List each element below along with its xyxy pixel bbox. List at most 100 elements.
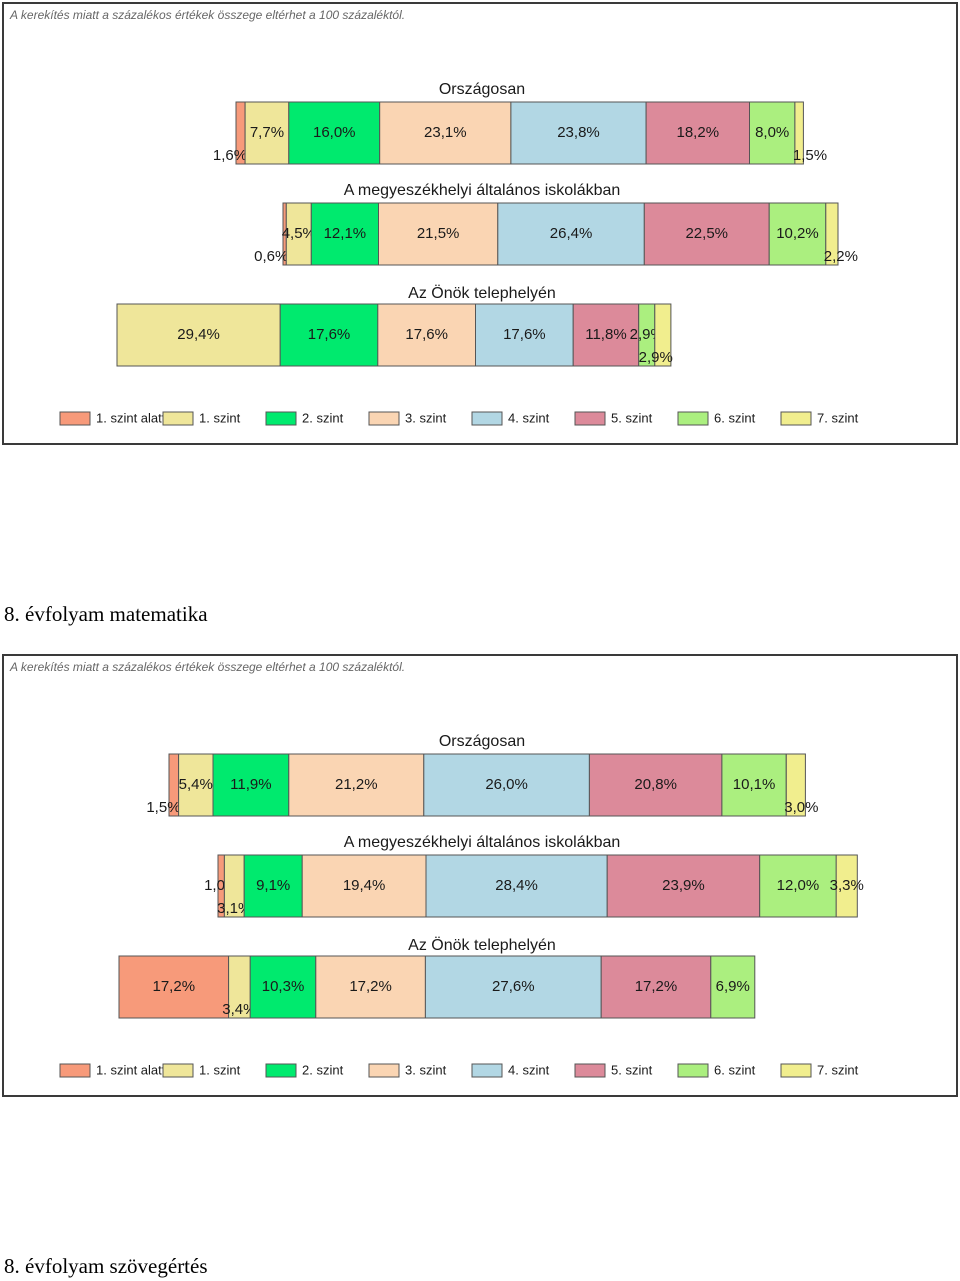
data-label: 7,7% [250, 124, 284, 141]
data-label: 6,9% [716, 978, 750, 995]
bar-segment [377, 303, 476, 367]
bar-segment [835, 854, 858, 918]
series-title: A megyeszékhelyi általános iskolákban [344, 834, 621, 851]
data-label: 28,4% [495, 877, 538, 894]
bar-segment [654, 303, 672, 367]
data-label: 10,3% [262, 978, 305, 995]
chart-panel-1: A kerekítés miatt a százalékos értékek ö… [2, 2, 958, 445]
chart-caption-1: 8. évfolyam matematika [4, 602, 208, 626]
data-label: 19,4% [343, 877, 386, 894]
data-label: 17,2% [635, 978, 678, 995]
data-label: 3,3% [830, 877, 864, 894]
bar-group: A megyeszékhelyi általános iskolákban1,0… [204, 834, 864, 918]
data-label: 17,2% [349, 978, 392, 995]
data-label: 1,5% [793, 147, 827, 164]
data-label: 12,1% [324, 225, 367, 242]
bar-segment [285, 202, 312, 266]
legend-swatch [59, 411, 91, 426]
data-label: 10,2% [776, 225, 819, 242]
bar-segment [118, 955, 230, 1019]
bar-segment [825, 202, 839, 266]
bar-segment [475, 303, 574, 367]
series-title: Az Önök telephelyén [408, 936, 556, 954]
data-label: 20,8% [634, 776, 677, 793]
data-label: 16,0% [313, 124, 356, 141]
data-label: 23,9% [662, 877, 705, 894]
data-label: 1,6% [213, 147, 247, 164]
data-label: 3,0% [784, 799, 818, 816]
legend-label: 3. szint [405, 410, 447, 425]
bar-group: Az Önök telephelyén 17,2% 3,4% 10,3% 17,2% 27… [118, 936, 756, 1019]
legend-label: 1. szint [199, 1062, 241, 1077]
legend-label: 5. szint [611, 410, 653, 425]
data-label: 27,6% [492, 978, 535, 995]
legend-swatch [368, 1063, 400, 1078]
legend-label: 3. szint [405, 1062, 447, 1077]
legend-swatch [265, 411, 297, 426]
chart-svg-2: A kerekítés miatt a százalékos értékek ö… [9, 660, 864, 1078]
data-label: 5,4% [179, 776, 213, 793]
legend-label: 7. szint [817, 410, 859, 425]
bar-segment [759, 854, 837, 918]
bar-segment [643, 202, 770, 266]
chart-svg-1: A kerekítés miatt a százalékos értékek ö… [9, 8, 859, 426]
chart-panel-2: A kerekítés miatt a százalékos értékek ö… [2, 654, 958, 1097]
legend-label: 5. szint [611, 1062, 653, 1077]
legend-label: 6. szint [714, 410, 756, 425]
legend-label: 2. szint [302, 1062, 344, 1077]
legend-label: 4. szint [508, 1062, 550, 1077]
bar-segment [600, 955, 712, 1019]
data-label: 8,0% [755, 124, 789, 141]
legend-swatch [162, 1063, 194, 1078]
bar-segment [572, 303, 640, 367]
bar-segment [645, 101, 750, 165]
data-label: 0,6% [254, 248, 288, 265]
legend-swatch [574, 411, 606, 426]
bar-group: Országosan 1,5% 5,4% 11,9% 21,2% 26,0% 20,8% 10… [146, 733, 818, 817]
series-title: Az Önök telephelyén [408, 284, 556, 302]
legend-swatch [471, 1063, 503, 1078]
data-label: 17,2% [153, 978, 196, 995]
bar-segment [425, 854, 608, 918]
data-label: 23,8% [557, 124, 600, 141]
data-label: 18,2% [677, 124, 720, 141]
data-label: 17,6% [308, 326, 351, 343]
bar-group: A megyeszékhelyi általános iskolákban 0,6… [254, 182, 858, 266]
series-title: Országosan [439, 733, 525, 750]
legend-label: 6. szint [714, 1062, 756, 1077]
legend-swatch [368, 411, 400, 426]
legend: 1. szint alatti 1. szint 2. szint 3. szint 4… [59, 1062, 859, 1078]
legend-swatch [780, 1063, 812, 1078]
data-label: 11,8% [585, 326, 626, 343]
bar-segment [301, 854, 427, 918]
data-label: 21,5% [417, 225, 460, 242]
data-label: 26,4% [550, 225, 593, 242]
data-label: 17,6% [405, 326, 448, 343]
bar-group: Az Önök telephelyén 29,4% 17,6% 17,6% 17,6% 1… [116, 284, 673, 367]
legend-label: 7. szint [817, 1062, 859, 1077]
legend-label: 4. szint [508, 410, 550, 425]
series-title: Országosan [439, 81, 525, 98]
bar-segment [378, 202, 499, 266]
legend-swatch [677, 1063, 709, 1078]
legend-swatch [780, 411, 812, 426]
bar-segment [315, 955, 426, 1019]
legend-label: 1. szint alatti [96, 410, 168, 425]
data-label: 10,1% [733, 776, 776, 793]
bar-group: Országosan 1,6%7,7% 16,0% 23,1% 23,8% 18,2% 8,… [213, 81, 827, 165]
bar-segment [497, 202, 645, 266]
bar-segment [785, 753, 806, 817]
legend-swatch [677, 411, 709, 426]
bar-segment [116, 303, 281, 367]
data-label: 23,1% [424, 124, 467, 141]
legend-label: 2. szint [302, 410, 344, 425]
bar-segment [794, 101, 804, 165]
rounding-note: A kerekítés miatt a százalékos értékek ö… [9, 8, 405, 22]
chart-caption-2: 8. évfolyam szövegértés [4, 1254, 208, 1278]
data-label: 12,0% [777, 877, 820, 894]
data-label: 22,5% [685, 225, 728, 242]
legend-swatch [471, 411, 503, 426]
data-label: 17,6% [503, 326, 546, 343]
data-label: 21,2% [335, 776, 378, 793]
bar-segment [424, 955, 602, 1019]
